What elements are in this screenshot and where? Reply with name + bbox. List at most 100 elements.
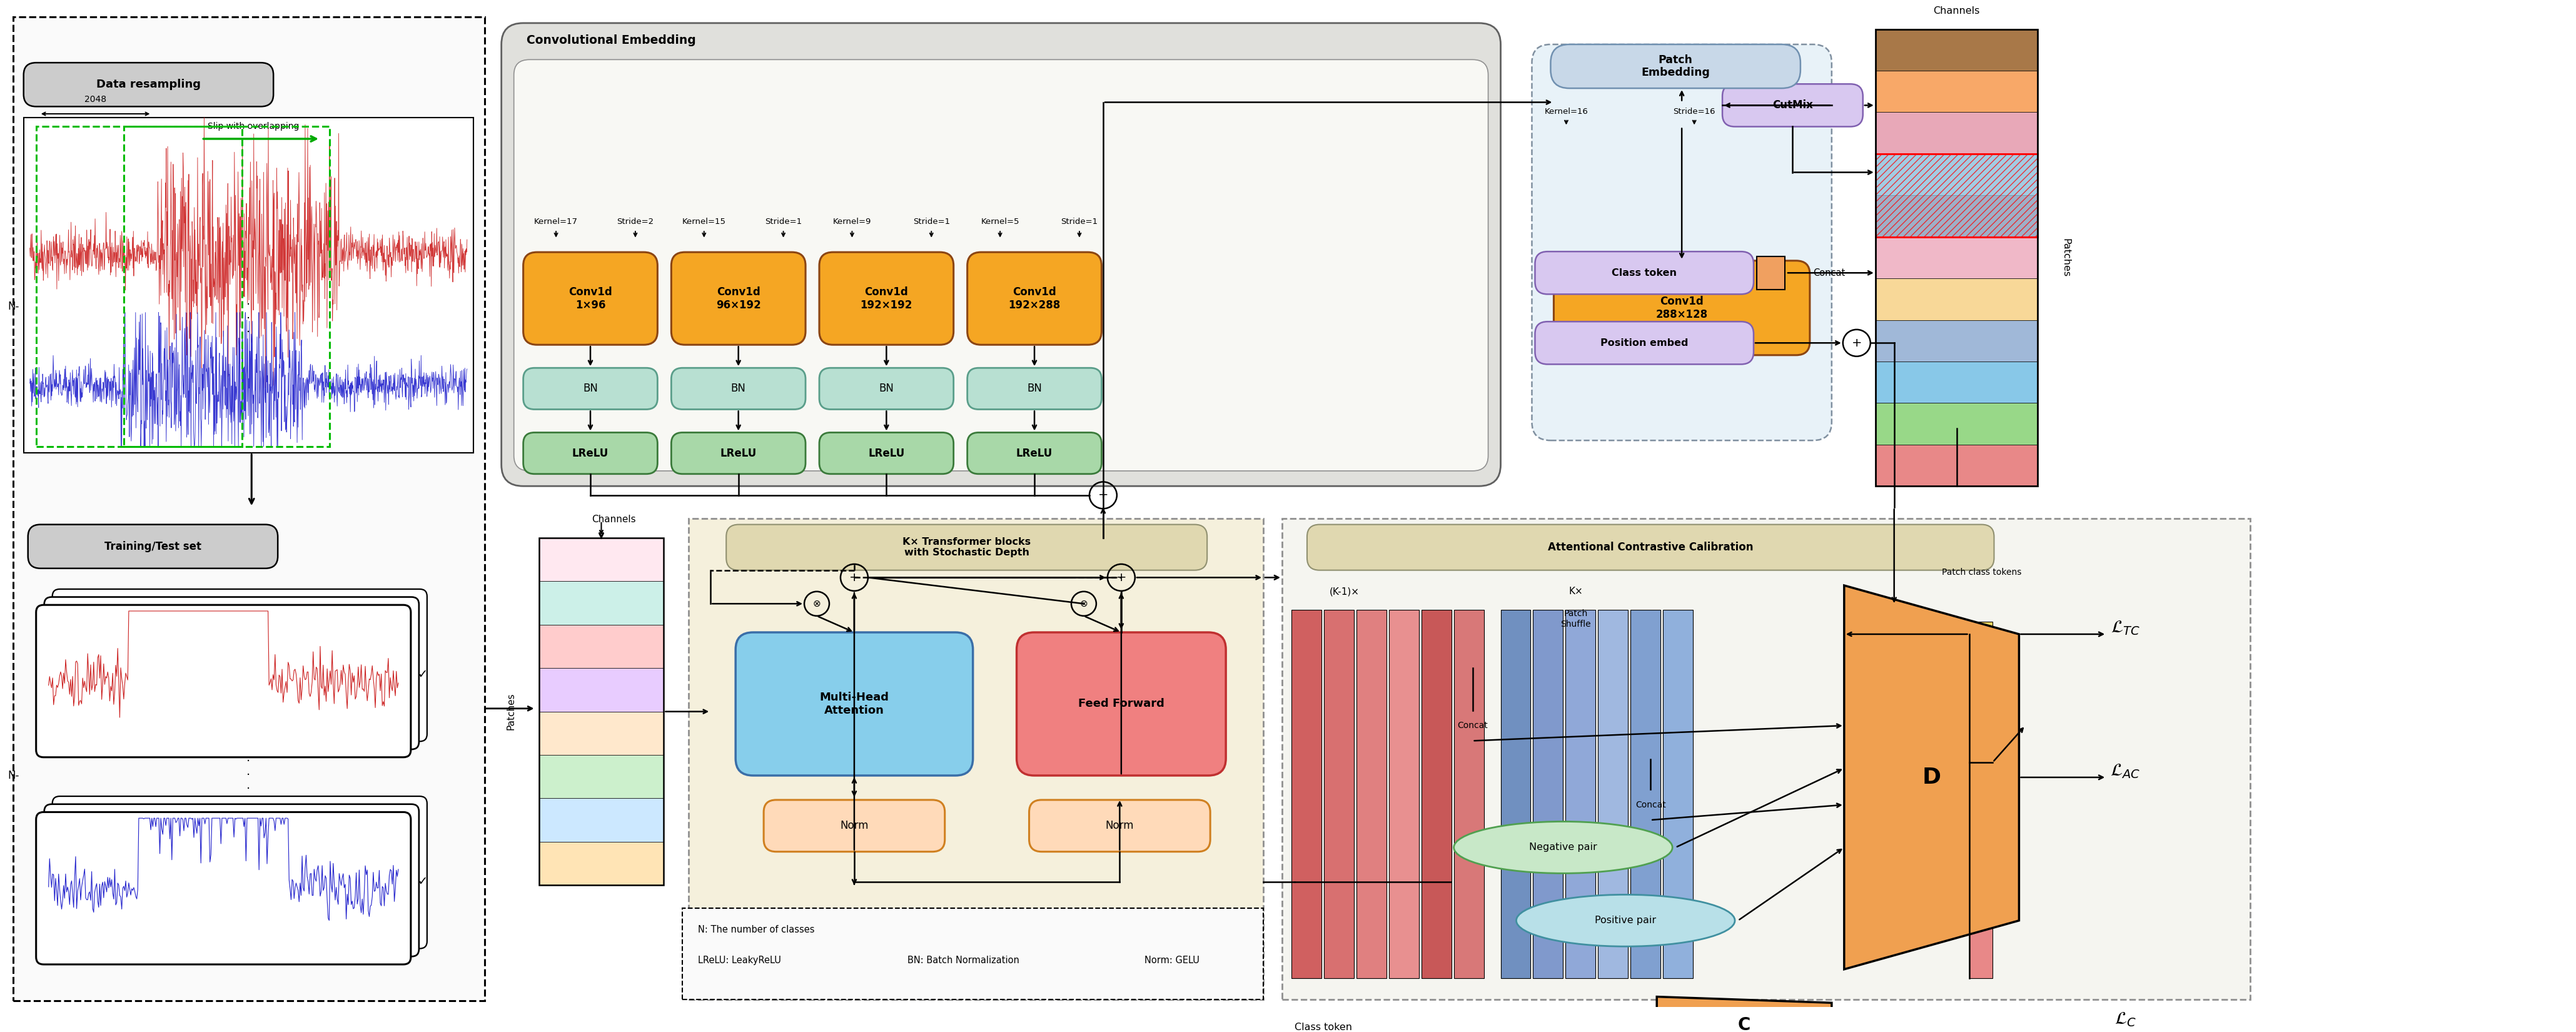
FancyBboxPatch shape <box>762 800 945 851</box>
Text: LReLU: LReLU <box>572 448 608 459</box>
Bar <box>1875 112 2038 154</box>
Text: Negative pair: Negative pair <box>1530 843 1597 852</box>
FancyBboxPatch shape <box>1553 261 1811 355</box>
Text: Concat: Concat <box>1636 801 1667 809</box>
Bar <box>1875 71 2038 112</box>
Bar <box>1875 195 2038 237</box>
Bar <box>1968 805 1994 857</box>
FancyBboxPatch shape <box>1551 44 1801 89</box>
FancyBboxPatch shape <box>969 368 1103 410</box>
Text: LReLU: LReLU <box>868 448 904 459</box>
FancyBboxPatch shape <box>683 908 1262 1000</box>
FancyBboxPatch shape <box>52 589 428 741</box>
Bar <box>124 127 330 447</box>
Text: ⊗: ⊗ <box>814 599 822 609</box>
FancyBboxPatch shape <box>523 432 657 474</box>
Text: K×: K× <box>1569 587 1582 596</box>
Bar <box>1968 622 1994 674</box>
Bar <box>538 538 665 581</box>
Text: +: + <box>1852 337 1862 349</box>
FancyBboxPatch shape <box>969 432 1103 474</box>
Text: Patches: Patches <box>2061 238 2071 277</box>
Bar <box>538 668 665 711</box>
FancyBboxPatch shape <box>28 524 278 569</box>
Text: +: + <box>850 572 860 583</box>
Text: Data resampling: Data resampling <box>95 79 201 90</box>
FancyBboxPatch shape <box>1535 322 1754 364</box>
FancyBboxPatch shape <box>819 432 953 474</box>
Text: BN: BN <box>1028 383 1041 394</box>
Text: Stride=1: Stride=1 <box>765 218 801 226</box>
Bar <box>1453 610 1484 978</box>
FancyBboxPatch shape <box>502 23 1502 486</box>
Bar <box>538 755 665 799</box>
Bar <box>1502 610 1530 978</box>
FancyBboxPatch shape <box>513 60 1489 471</box>
Bar <box>1291 610 1321 978</box>
Bar <box>1507 1012 1530 1032</box>
Text: +: + <box>1115 572 1126 583</box>
FancyBboxPatch shape <box>1533 44 1832 441</box>
Bar <box>1388 610 1419 978</box>
Ellipse shape <box>1517 895 1734 946</box>
Bar <box>1875 361 2038 404</box>
Text: Concat: Concat <box>1458 721 1489 730</box>
Bar <box>1479 1012 1502 1032</box>
Bar <box>1535 1012 1558 1032</box>
Text: Norm: Norm <box>840 820 868 832</box>
Text: Stride=16: Stride=16 <box>1674 107 1716 116</box>
FancyBboxPatch shape <box>36 605 410 757</box>
Bar <box>538 799 665 842</box>
Bar <box>1875 445 2038 486</box>
Bar <box>1664 610 1692 978</box>
Bar <box>538 842 665 885</box>
Text: Conv1d
96×192: Conv1d 96×192 <box>716 286 760 311</box>
Bar <box>1450 1012 1473 1032</box>
Text: C: C <box>1739 1017 1752 1032</box>
Bar <box>1631 610 1662 978</box>
Bar <box>538 581 665 624</box>
Polygon shape <box>1656 997 1832 1032</box>
Text: Stride=1: Stride=1 <box>912 218 951 226</box>
Bar <box>1533 610 1564 978</box>
FancyBboxPatch shape <box>1723 84 1862 127</box>
FancyBboxPatch shape <box>1306 524 1994 571</box>
Text: LReLU: LReLU <box>1015 448 1054 459</box>
Text: ⊗: ⊗ <box>1079 599 1087 609</box>
Bar <box>1968 866 1994 917</box>
FancyBboxPatch shape <box>1030 800 1211 851</box>
Bar <box>36 127 242 447</box>
Bar <box>1324 610 1355 978</box>
FancyBboxPatch shape <box>672 252 806 345</box>
FancyBboxPatch shape <box>819 368 953 410</box>
Text: Patch class tokens: Patch class tokens <box>1942 568 2022 577</box>
Bar <box>1592 1012 1615 1032</box>
Bar <box>1875 237 2038 279</box>
Bar <box>1968 683 1994 735</box>
Text: Multi-Head
Attention: Multi-Head Attention <box>819 691 889 716</box>
Text: $\mathcal{L}_{AC}$: $\mathcal{L}_{AC}$ <box>2110 763 2141 780</box>
Text: Slip with overlapping: Slip with overlapping <box>209 122 299 130</box>
Bar <box>1422 610 1450 978</box>
Text: BN: Batch Normalization: BN: Batch Normalization <box>907 956 1020 965</box>
Text: LReLU: LReLU <box>721 448 757 459</box>
Text: K× Transformer blocks
with Stochastic Depth: K× Transformer blocks with Stochastic De… <box>902 538 1030 557</box>
FancyBboxPatch shape <box>44 596 420 749</box>
Text: Convolutional Embedding: Convolutional Embedding <box>526 34 696 46</box>
FancyBboxPatch shape <box>36 812 410 965</box>
Text: +: + <box>1097 489 1108 502</box>
FancyBboxPatch shape <box>688 518 1262 1000</box>
FancyBboxPatch shape <box>52 797 428 948</box>
Bar <box>1757 256 1785 289</box>
Text: $\mathcal{L}_{TC}$: $\mathcal{L}_{TC}$ <box>2110 619 2141 637</box>
Bar <box>1875 404 2038 445</box>
Bar <box>1968 927 1994 978</box>
Ellipse shape <box>1453 821 1672 873</box>
Text: ✓: ✓ <box>417 876 428 888</box>
Bar <box>1875 279 2038 320</box>
FancyBboxPatch shape <box>1283 518 2249 1000</box>
Text: LReLU: LeakyReLU: LReLU: LeakyReLU <box>698 956 781 965</box>
Text: CutMix: CutMix <box>1772 100 1814 111</box>
FancyBboxPatch shape <box>672 368 806 410</box>
FancyBboxPatch shape <box>23 118 474 453</box>
